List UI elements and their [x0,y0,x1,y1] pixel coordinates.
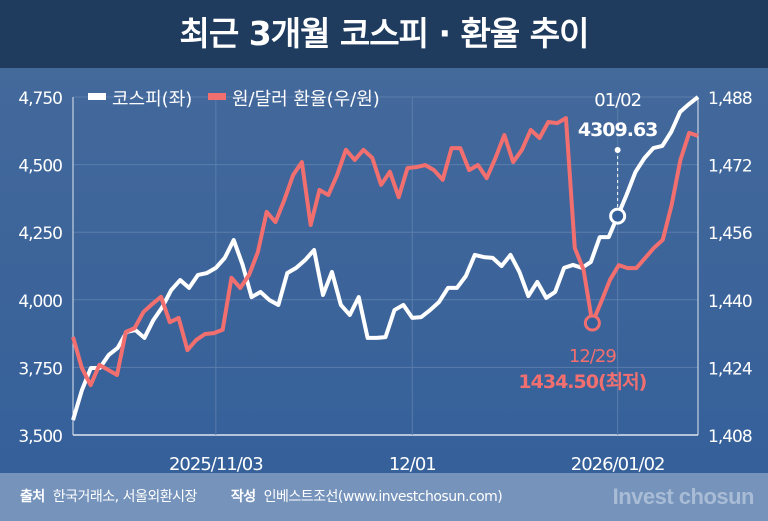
legend-swatch-kospi [88,93,106,100]
annotation-dot [614,147,621,153]
y-right-tick-label: 1,456 [708,224,752,244]
author: 인베스트조선(www.investchosun.com) [263,489,503,505]
annotation-value: 1434.50(최저) [518,371,646,393]
y-left-tick-label: 4,250 [18,224,62,244]
y-right-tick-label: 1,472 [708,157,752,177]
author-label: 작성 [230,489,256,505]
y-left-tick-label: 4,000 [18,292,62,312]
y-right-tick-label: 1,488 [708,89,752,109]
y-left-tick-label: 4,750 [18,89,62,109]
x-tick-label: 2026/01/02 [571,454,665,475]
kospi-marker [609,207,627,225]
y-right-tick-label: 1,424 [708,359,752,379]
source-label: 출처 [20,489,45,505]
fx-marker [583,314,601,332]
annotation-value: 4309.63 [578,119,658,141]
y-left-tick-label: 3,750 [18,359,62,379]
footer: 출처 한국거래소, 서울외환시장 작성 인베스트조선(www.investchosu… [0,473,768,521]
y-right-tick-label: 1,408 [708,427,752,447]
y-left-tick-label: 3,500 [18,427,62,447]
legend-label-kospi: 코스피(좌) [112,89,192,110]
legend-swatch-fx [208,93,226,100]
chart-title: 최근 3개월 코스피 · 환율 추이 [0,0,768,68]
annotation-date: 01/02 [594,90,641,111]
chart-background [0,68,768,473]
legend-label-fx: 원/달러 환율(우/원) [232,89,380,110]
kospi-line [71,95,700,421]
annotation-date: 12/29 [569,346,616,367]
x-tick-label: 12/01 [389,454,436,475]
x-tick-label: 2025/11/03 [169,454,263,475]
logo: Invest chosun [612,484,755,509]
y-right-tick-label: 1,440 [708,292,752,312]
y-left-tick-label: 4,500 [18,157,62,177]
source: 한국거래소, 서울외환시장 [52,489,198,505]
